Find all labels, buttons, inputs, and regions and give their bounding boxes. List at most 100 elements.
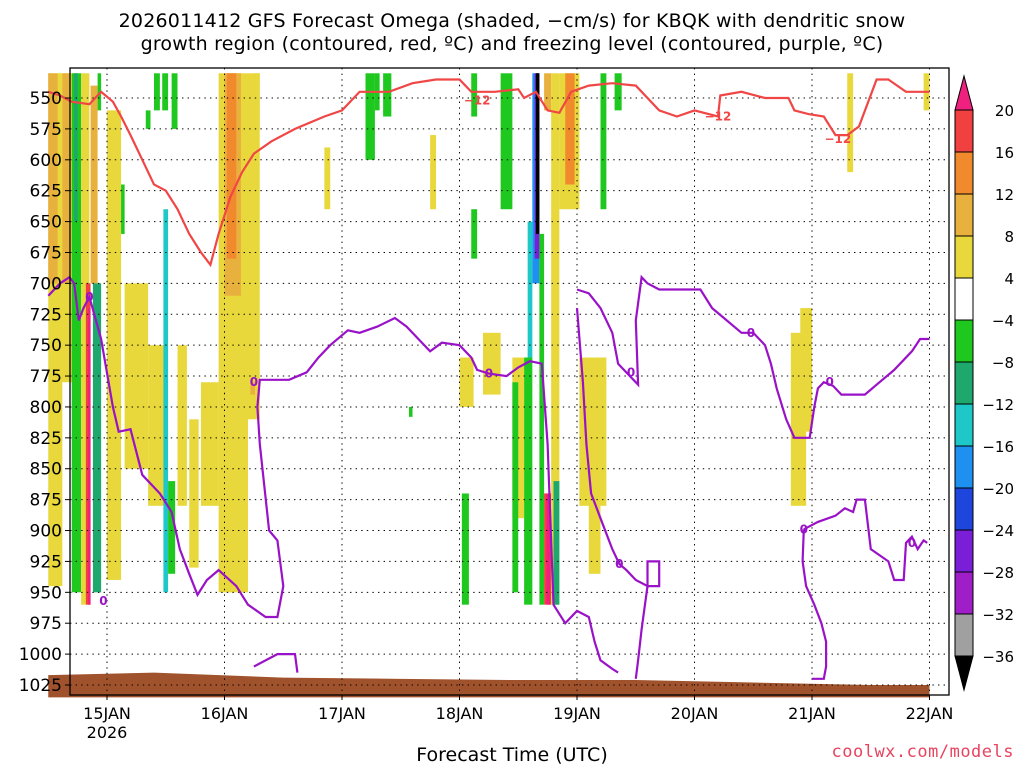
- shade-sinking: [471, 73, 478, 117]
- colorbar-segment: [954, 109, 974, 153]
- shade-rising: [544, 73, 552, 111]
- colorbar-segment: [954, 403, 974, 447]
- contour-label: −12: [464, 93, 491, 107]
- colorbar-label: 20: [995, 102, 1014, 120]
- shade-rising: [189, 419, 199, 568]
- x-tick-label: 15JAN: [83, 704, 131, 723]
- x-tick-label: 20JAN: [671, 704, 719, 723]
- colorbar-segment: [954, 235, 974, 279]
- plot-frame: [69, 67, 950, 696]
- contour-label: 0: [800, 522, 808, 536]
- colorbar-label: 16: [995, 144, 1014, 162]
- shade-rising: [324, 147, 331, 210]
- y-tick-label: 575: [30, 120, 62, 140]
- y-tick-label: 900: [30, 522, 62, 542]
- shade-sinking: [74, 73, 78, 222]
- y-tick-label: 950: [30, 583, 62, 603]
- x-tick-label: 18JAN: [436, 704, 484, 723]
- shade-rising: [253, 73, 260, 129]
- terrain-fill: [48, 672, 930, 698]
- colorbar-segment: [954, 529, 974, 573]
- shade-rising: [565, 73, 575, 185]
- y-tick-label: 550: [30, 89, 62, 109]
- colorbar-top-arrow: [954, 74, 974, 111]
- shade-sinking: [524, 357, 533, 605]
- contour-label: 0: [250, 375, 258, 389]
- colorbar-label: −16: [982, 438, 1014, 456]
- contour-label: 0: [908, 536, 916, 550]
- y-tick-label: 650: [30, 213, 62, 233]
- shade-sinking: [539, 233, 545, 605]
- shade-rising: [459, 357, 474, 407]
- chart-title-line1: 2026011412 GFS Forecast Omega (shaded, −…: [118, 10, 906, 32]
- dgz-contour-line: [47, 78, 930, 268]
- y-tick-label: 825: [30, 429, 62, 449]
- shade-sinking: [600, 73, 607, 210]
- contour-label: −12: [824, 132, 851, 146]
- y-tick-label: 800: [30, 398, 62, 418]
- shade-sinking: [121, 184, 125, 234]
- contour-label: 0: [85, 290, 93, 304]
- colorbar-segment: [954, 151, 974, 195]
- freezing-level-line: [801, 529, 828, 680]
- colorbar-segment: [954, 445, 974, 489]
- y-tick-label: 725: [30, 305, 62, 325]
- shade-rising: [48, 73, 58, 284]
- shade-sinking: [145, 110, 151, 129]
- shade-sinking: [162, 73, 169, 111]
- colorbar-label: −36: [982, 648, 1014, 666]
- colorbar-segment: [954, 571, 974, 615]
- shade-sinking: [154, 73, 160, 111]
- shade-rising: [62, 73, 70, 284]
- colorbar: 20 16 12 8 4 −4 −8 −12 −16 −20 −24 −28 −32 −36: [954, 74, 1014, 692]
- colorbar-label: 4: [1004, 270, 1014, 288]
- contour-label: −12: [705, 110, 732, 124]
- colorbar-segment: [954, 319, 974, 363]
- shade-rising: [546, 493, 550, 605]
- shade-sinking: [553, 481, 560, 605]
- y-tick-label: 875: [30, 491, 62, 511]
- shade-sinking: [365, 73, 375, 160]
- colorbar-label: −32: [982, 606, 1014, 624]
- shade-sinking: [92, 283, 102, 593]
- shade-sinking: [408, 406, 413, 417]
- x-tick-label: 21JAN: [788, 704, 836, 723]
- y-tick-label: 1025: [19, 676, 62, 696]
- shade-rising: [800, 308, 812, 432]
- shade-rising: [847, 73, 854, 173]
- shade-sinking: [512, 382, 519, 593]
- shade-sinking: [168, 481, 176, 574]
- colorbar-segment: [954, 277, 974, 321]
- shade-rising: [588, 493, 601, 574]
- credit-text: coolwx.com/models: [831, 742, 1014, 762]
- shade-sinking: [527, 221, 533, 358]
- shade-sinking: [383, 73, 392, 117]
- shade-sinking: [97, 73, 102, 111]
- colorbar-label: −8: [992, 354, 1014, 372]
- y-tick-label: 600: [30, 151, 62, 171]
- shade-rising: [124, 283, 149, 469]
- y-tick-label: 775: [30, 367, 62, 387]
- shade-rising: [148, 345, 166, 506]
- colorbar-label: 12: [995, 186, 1014, 204]
- y-tick-label: 925: [30, 552, 62, 572]
- x-tick-label: 16JAN: [201, 704, 249, 723]
- y-tick-label: 850: [30, 460, 62, 480]
- freezing-level-line: [47, 275, 619, 674]
- shade-sinking: [71, 73, 82, 593]
- shade-sinking: [471, 209, 478, 259]
- shade-sinking: [461, 493, 469, 605]
- contour-label: 0: [99, 594, 107, 608]
- chart-grid: [70, 68, 949, 695]
- shade-rising: [81, 73, 90, 605]
- y-tick-label: 975: [30, 614, 62, 634]
- contour-label: 0: [485, 367, 493, 381]
- x-axis: 15JAN 16JAN 17JAN 18JAN 19JAN 20JAN 21JAN 22JAN…: [83, 695, 953, 742]
- colorbar-segment: [954, 487, 974, 531]
- omega-shading: [48, 73, 930, 698]
- y-axis: 550 575 600 625 650 675 700 725 750 775 800 825 850 8…: [19, 89, 70, 696]
- colorbar-label: 8: [1004, 228, 1014, 246]
- shade-sinking: [163, 209, 169, 593]
- shade-rising: [177, 345, 187, 506]
